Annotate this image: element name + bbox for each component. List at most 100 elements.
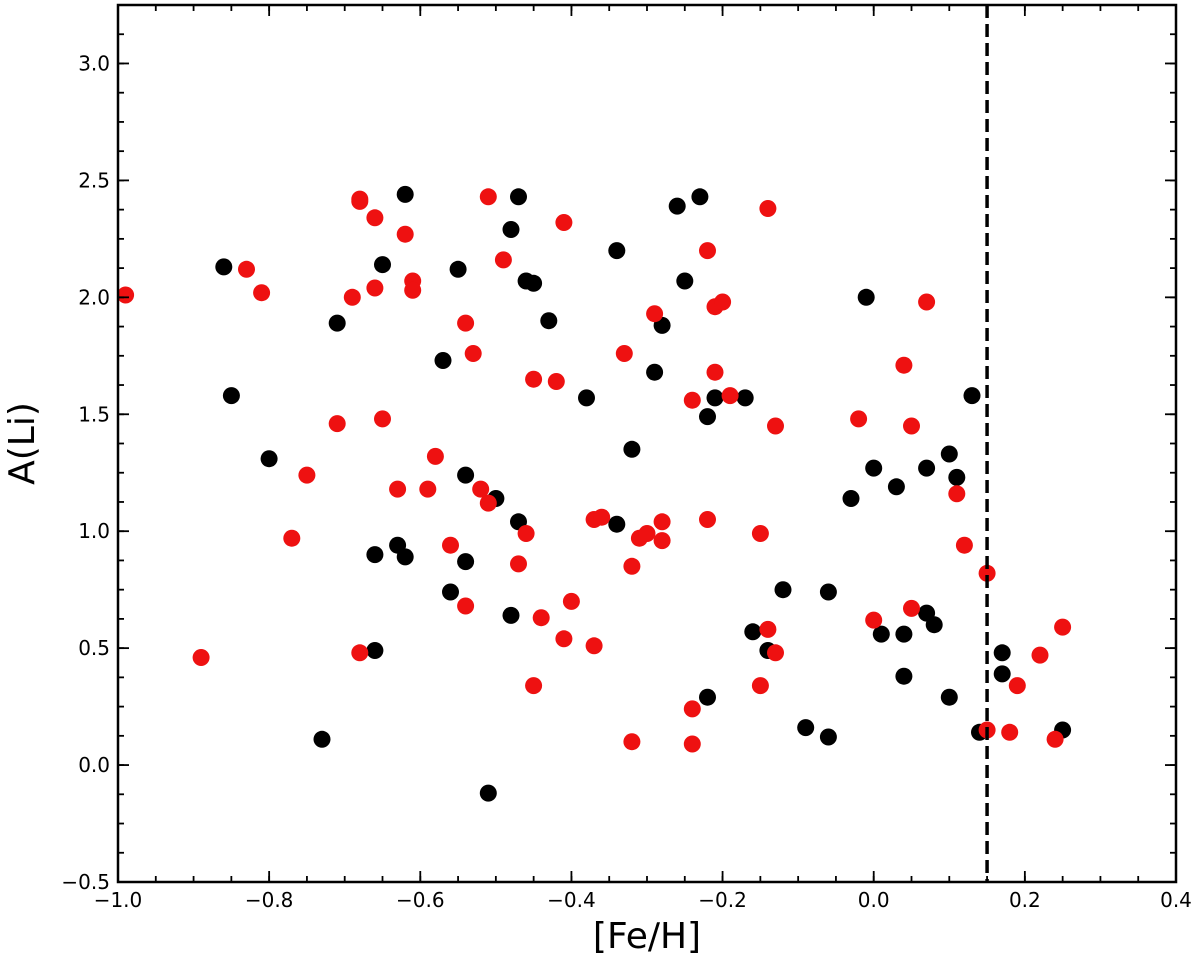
data-point-series-2 [479,188,497,206]
data-point-series-1 [540,312,558,330]
data-point-series-2 [1001,723,1019,741]
data-point-series-2 [683,700,701,718]
data-point-series-2 [479,494,497,512]
x-tick-label: −0.4 [547,888,596,912]
data-point-series-1 [774,581,792,599]
data-point-series-1 [948,468,966,486]
x-tick-label: 0.2 [1009,888,1041,912]
data-point-series-2 [918,293,936,311]
data-point-series-2 [903,417,920,435]
data-point-series-1 [819,728,837,746]
data-point-series-1 [449,260,467,278]
y-tick-label: 1.5 [78,402,110,426]
data-point-series-1 [578,389,595,407]
data-point-series-1 [865,459,883,477]
data-point-series-2 [978,564,996,582]
data-point-series-1 [872,625,890,643]
data-point-series-1 [857,288,875,306]
data-point-series-2 [343,288,361,306]
data-point-series-1 [706,389,724,407]
data-point-series-1 [510,188,527,206]
data-point-series-2 [555,214,573,231]
data-point-series-2 [298,466,316,484]
data-point-series-2 [948,485,966,503]
data-point-series-2 [525,370,543,388]
data-point-series-1 [676,272,694,290]
data-point-series-1 [925,616,943,634]
data-point-series-2 [366,209,384,227]
data-point-series-2 [638,525,656,542]
data-point-series-2 [865,611,883,629]
axis-ticks [117,4,1177,883]
data-point-series-2 [457,597,475,615]
data-point-series-2 [895,356,913,374]
data-point-series-2 [472,480,490,498]
data-point-series-2 [1046,730,1064,748]
points-layer [117,185,1072,802]
x-tick-label: −0.6 [396,888,445,912]
data-point-series-1 [668,197,686,215]
data-point-series-2 [767,644,784,662]
data-point-series-1 [819,583,837,601]
data-point-series-1 [940,688,958,706]
data-point-series-2 [683,391,701,409]
data-point-series-2 [404,281,422,299]
x-tick-label: −1.0 [94,888,143,912]
data-point-series-2 [374,410,391,428]
data-point-series-1 [963,387,981,405]
data-point-series-2 [494,251,512,269]
data-point-series-1 [479,784,497,802]
data-point-series-1 [699,688,716,706]
data-point-series-1 [993,665,1011,683]
data-point-series-1 [260,450,278,468]
data-point-series-2 [366,279,384,297]
plot-frame [116,3,1178,884]
data-point-series-2 [751,677,769,695]
data-point-series-2 [517,525,535,542]
data-point-series-2 [117,286,135,304]
data-point-series-1 [222,387,240,405]
data-point-series-1 [374,256,391,274]
data-point-series-2 [653,513,671,531]
data-point-series-1 [525,274,543,292]
data-point-series-2 [547,373,565,390]
data-point-series-1 [895,625,913,643]
x-axis-label: [Fe/H] [593,916,701,957]
data-point-series-2 [419,480,437,498]
data-point-series-2 [328,415,346,433]
data-point-series-2 [396,225,414,243]
data-point-series-1 [608,515,626,533]
data-point-series-1 [646,363,664,381]
data-point-series-2 [623,733,641,751]
data-point-series-2 [767,417,784,435]
data-point-series-1 [502,221,520,238]
data-point-series-1 [842,490,860,507]
y-tick-label: 2.0 [78,285,110,309]
plot-area [117,5,1072,882]
y-tick-label: 0.5 [78,636,110,660]
data-point-series-2 [525,677,543,695]
y-tick-label: 3.0 [78,51,110,75]
data-point-series-2 [510,555,527,573]
data-point-series-1 [215,258,233,276]
data-point-series-1 [699,408,716,426]
data-point-series-1 [918,459,936,477]
data-point-series-1 [434,352,452,369]
data-point-series-2 [238,260,255,278]
data-point-series-2 [646,305,664,323]
data-point-series-2 [192,649,210,666]
data-point-series-2 [457,314,475,332]
data-point-series-2 [623,557,641,575]
data-point-series-2 [706,363,724,381]
data-point-series-2 [555,630,573,648]
x-tick-label: −0.2 [698,888,747,912]
data-point-series-1 [313,730,331,748]
data-point-series-1 [442,583,459,601]
data-point-series-2 [426,447,444,465]
y-tick-label: 1.0 [78,519,110,543]
data-point-series-2 [1008,677,1026,695]
data-point-series-2 [653,532,671,550]
data-point-series-2 [759,200,777,217]
data-point-series-1 [993,644,1011,662]
data-point-series-2 [615,345,633,362]
